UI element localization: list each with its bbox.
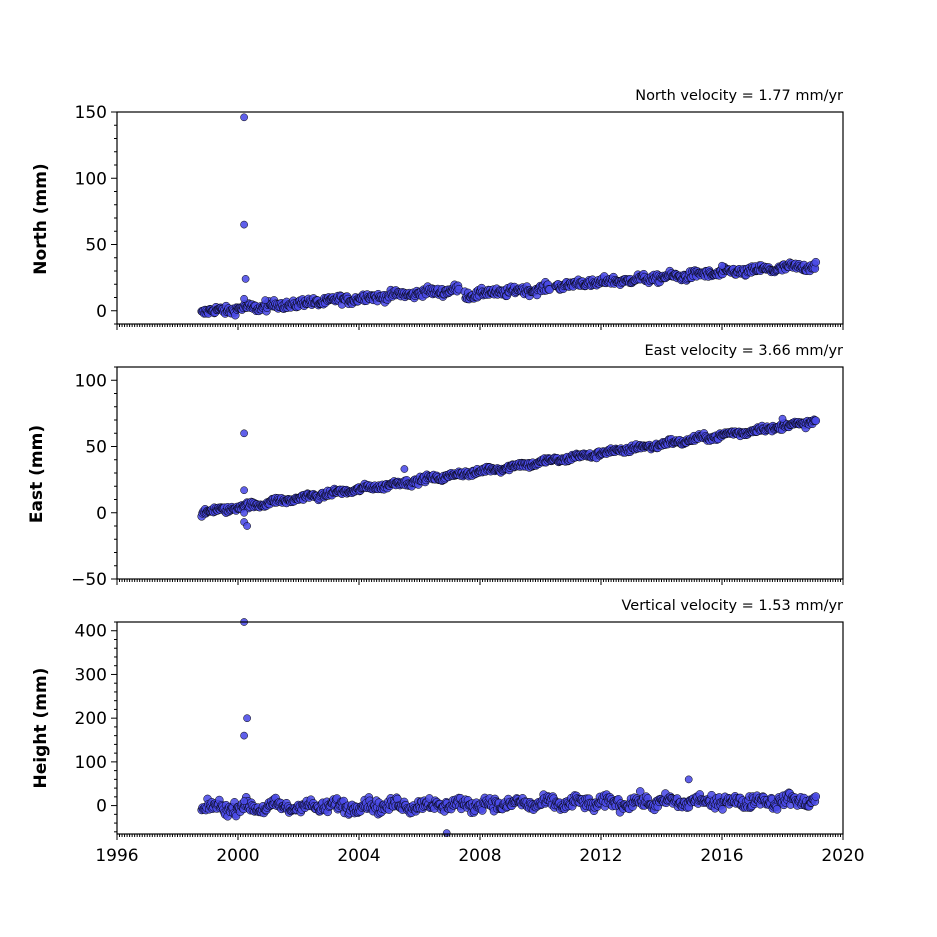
north-outlier-point-4 — [261, 296, 270, 304]
x-tick-label-5: 2016 — [700, 846, 743, 866]
height-outlier-point-2 — [240, 731, 248, 740]
east-y-axis-label: East (mm) — [27, 425, 47, 523]
height-data-marks — [197, 618, 821, 837]
east-outlier-point-2 — [240, 508, 248, 517]
north-y-tick-label-1: 50 — [85, 236, 107, 256]
north-y-tick-label-2: 100 — [75, 169, 107, 189]
east-data-marks — [197, 414, 821, 530]
height-panel-title: Vertical velocity = 1.53 mm/yr — [622, 598, 844, 614]
east-y-tick-label-3: 100 — [75, 371, 107, 391]
north-outlier-point-1 — [240, 220, 248, 229]
east-y-tick-label-1: 0 — [96, 504, 107, 524]
x-tick-label-6: 2020 — [821, 846, 864, 866]
east-y-tick-label-2: 50 — [85, 438, 107, 458]
height-outlier-point-3 — [240, 797, 248, 806]
height-point-731 — [811, 792, 821, 801]
east-outlier-point-0 — [240, 429, 248, 438]
height-point-522 — [635, 787, 645, 796]
height-point-620 — [718, 805, 727, 814]
north-panel: North velocity = 1.77 mm/yr North (mm) — [31, 88, 844, 325]
height-point-685 — [772, 805, 782, 814]
height-y-axis-label: Height (mm) — [31, 668, 51, 789]
east-outlier-point-6 — [778, 414, 787, 423]
north-outlier-point-5 — [718, 261, 726, 270]
north-outlier-point-2 — [241, 275, 250, 283]
height-y-tick-label-3: 300 — [75, 665, 107, 685]
east-outlier-point-1 — [240, 486, 248, 495]
height-outlier-point-4 — [684, 775, 693, 784]
height-outlier-point-1 — [243, 714, 251, 723]
height-panel: Vertical velocity = 1.53 mm/yr Height (m… — [31, 598, 844, 837]
north-outlier-point-0 — [240, 113, 248, 122]
height-y-tick-label-2: 200 — [75, 709, 107, 729]
north-panel-title: North velocity = 1.77 mm/yr — [635, 88, 843, 104]
height-y-tick-label-4: 400 — [75, 622, 107, 642]
north-outlier-point-3 — [240, 294, 248, 303]
x-tick-label-4: 2012 — [579, 846, 622, 866]
east-outlier-point-5 — [400, 465, 409, 473]
north-point-719 — [811, 257, 821, 267]
east-point-731 — [811, 416, 821, 425]
north-data-marks — [197, 113, 821, 320]
x-tick-label-1: 2000 — [216, 846, 259, 866]
x-tick-label-2: 2004 — [337, 846, 380, 866]
east-outlier-point-4 — [243, 522, 251, 530]
east-y-tick-label-0: −50 — [71, 570, 107, 590]
north-y-axis-label: North (mm) — [31, 163, 51, 274]
x-tick-label-0: 1996 — [95, 846, 138, 866]
height-outlier-point-5 — [442, 829, 451, 837]
height-y-tick-label-0: 0 — [96, 797, 107, 817]
north-y-tick-label-3: 150 — [75, 103, 107, 123]
north-y-tick-label-0: 0 — [96, 302, 107, 322]
east-panel: East velocity = 3.66 mm/yr East (mm) — [27, 343, 844, 580]
height-y-tick-label-1: 100 — [75, 753, 107, 773]
east-panel-title: East velocity = 3.66 mm/yr — [644, 343, 843, 359]
x-tick-label-3: 2008 — [458, 846, 501, 866]
